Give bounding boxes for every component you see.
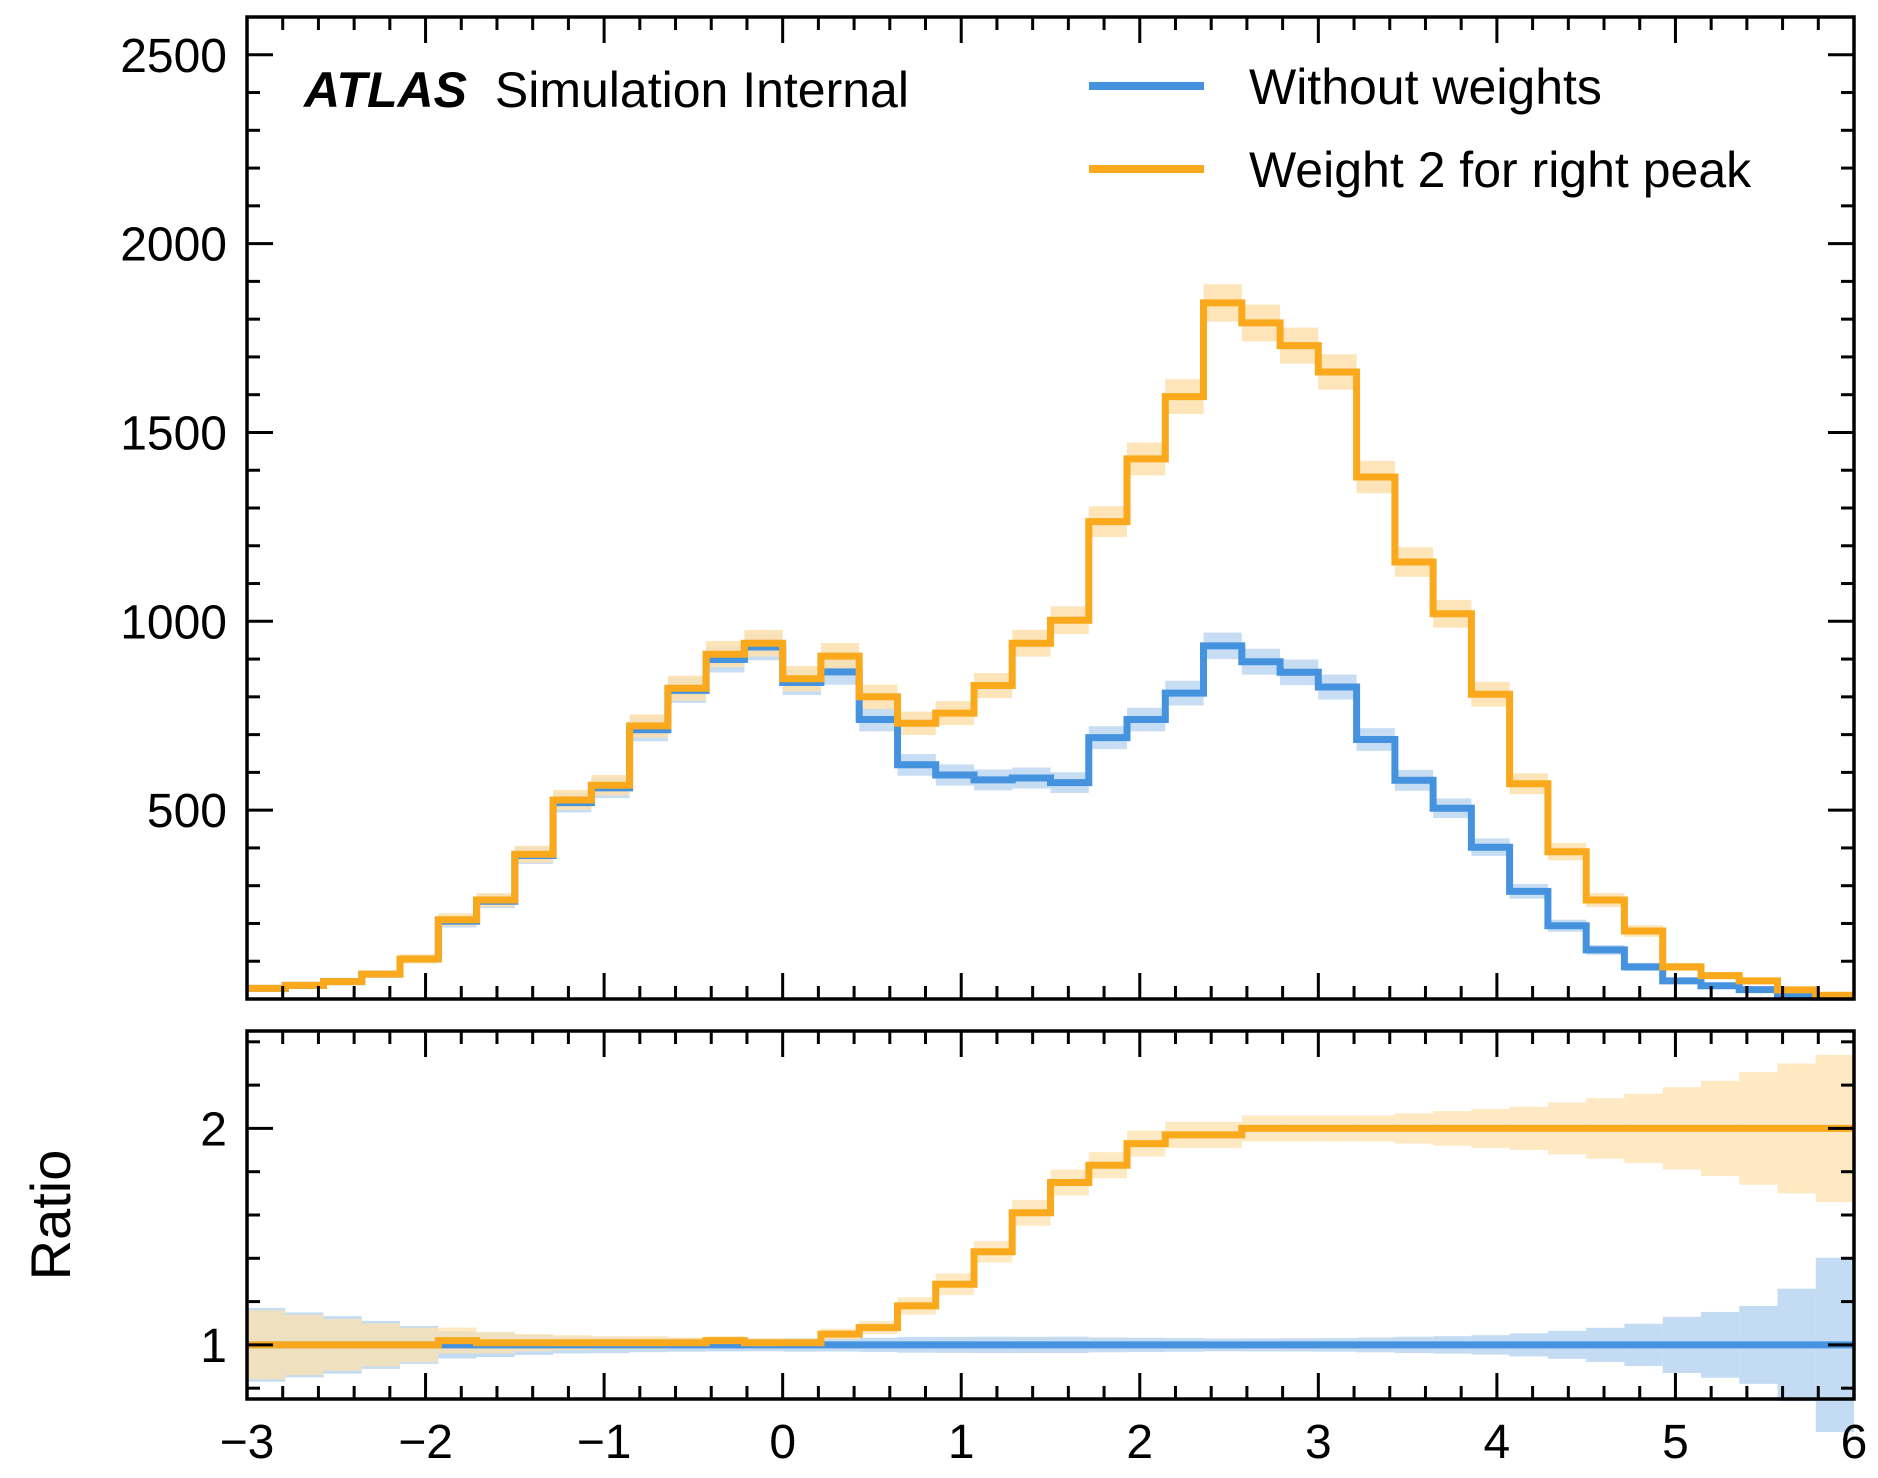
x-tick-label-1: −2 <box>398 1416 453 1469</box>
main-line-s0 <box>247 642 1854 1001</box>
main-ytick-label-0: 500 <box>147 785 227 838</box>
ratio-line-s1 <box>247 1124 1854 1349</box>
main-ytick-label-3: 2000 <box>120 219 227 272</box>
ratio-ytick-label-1: 2 <box>200 1103 227 1156</box>
main-ytick-label-2: 1500 <box>120 407 227 460</box>
atlas-label: ATLAS Simulation Internal <box>302 62 909 118</box>
x-tick-label-5: 2 <box>1126 1416 1153 1469</box>
legend: Without weights Weight 2 for right peak <box>1089 59 1752 198</box>
atlas-label-bold: ATLAS <box>302 62 467 118</box>
x-tick-label-2: −1 <box>577 1416 632 1469</box>
ratio-lines <box>247 1124 1854 1349</box>
x-tick-label-7: 4 <box>1484 1416 1511 1469</box>
ratio-panel: 12 Ratio <box>19 1029 1856 1433</box>
x-tick-labels: −3 −2 −1 0 1 2 3 4 5 6 <box>220 1416 1868 1469</box>
main-panel: 500 1000 1500 2000 2500 ATLAS Simulation Int… <box>120 15 1856 1001</box>
main-line-s1 <box>247 299 1854 999</box>
x-tick-label-6: 3 <box>1305 1416 1332 1469</box>
x-tick-label-3: 0 <box>769 1416 796 1469</box>
legend-label-without-weights: Without weights <box>1249 59 1602 115</box>
ratio-error-bands <box>247 1054 1854 1433</box>
x-tick-label-9: 6 <box>1841 1416 1868 1469</box>
ratio-ytick-label-0: 1 <box>200 1320 227 1373</box>
ratio-axis-ticks: 12 <box>200 1031 1856 1399</box>
main-ytick-label-1: 1000 <box>120 596 227 649</box>
x-tick-label-8: 5 <box>1662 1416 1689 1469</box>
main-axis-ticks: 500 1000 1500 2000 2500 <box>120 15 1856 999</box>
legend-label-weight-2: Weight 2 for right peak <box>1249 142 1752 198</box>
main-ytick-label-4: 2500 <box>120 30 227 83</box>
x-tick-label-4: 1 <box>948 1416 975 1469</box>
main-histogram-lines <box>247 299 1854 1001</box>
ratio-y-axis-label: Ratio <box>19 1150 82 1281</box>
x-tick-label-0: −3 <box>220 1416 275 1469</box>
atlas-label-rest: Simulation Internal <box>495 62 909 118</box>
